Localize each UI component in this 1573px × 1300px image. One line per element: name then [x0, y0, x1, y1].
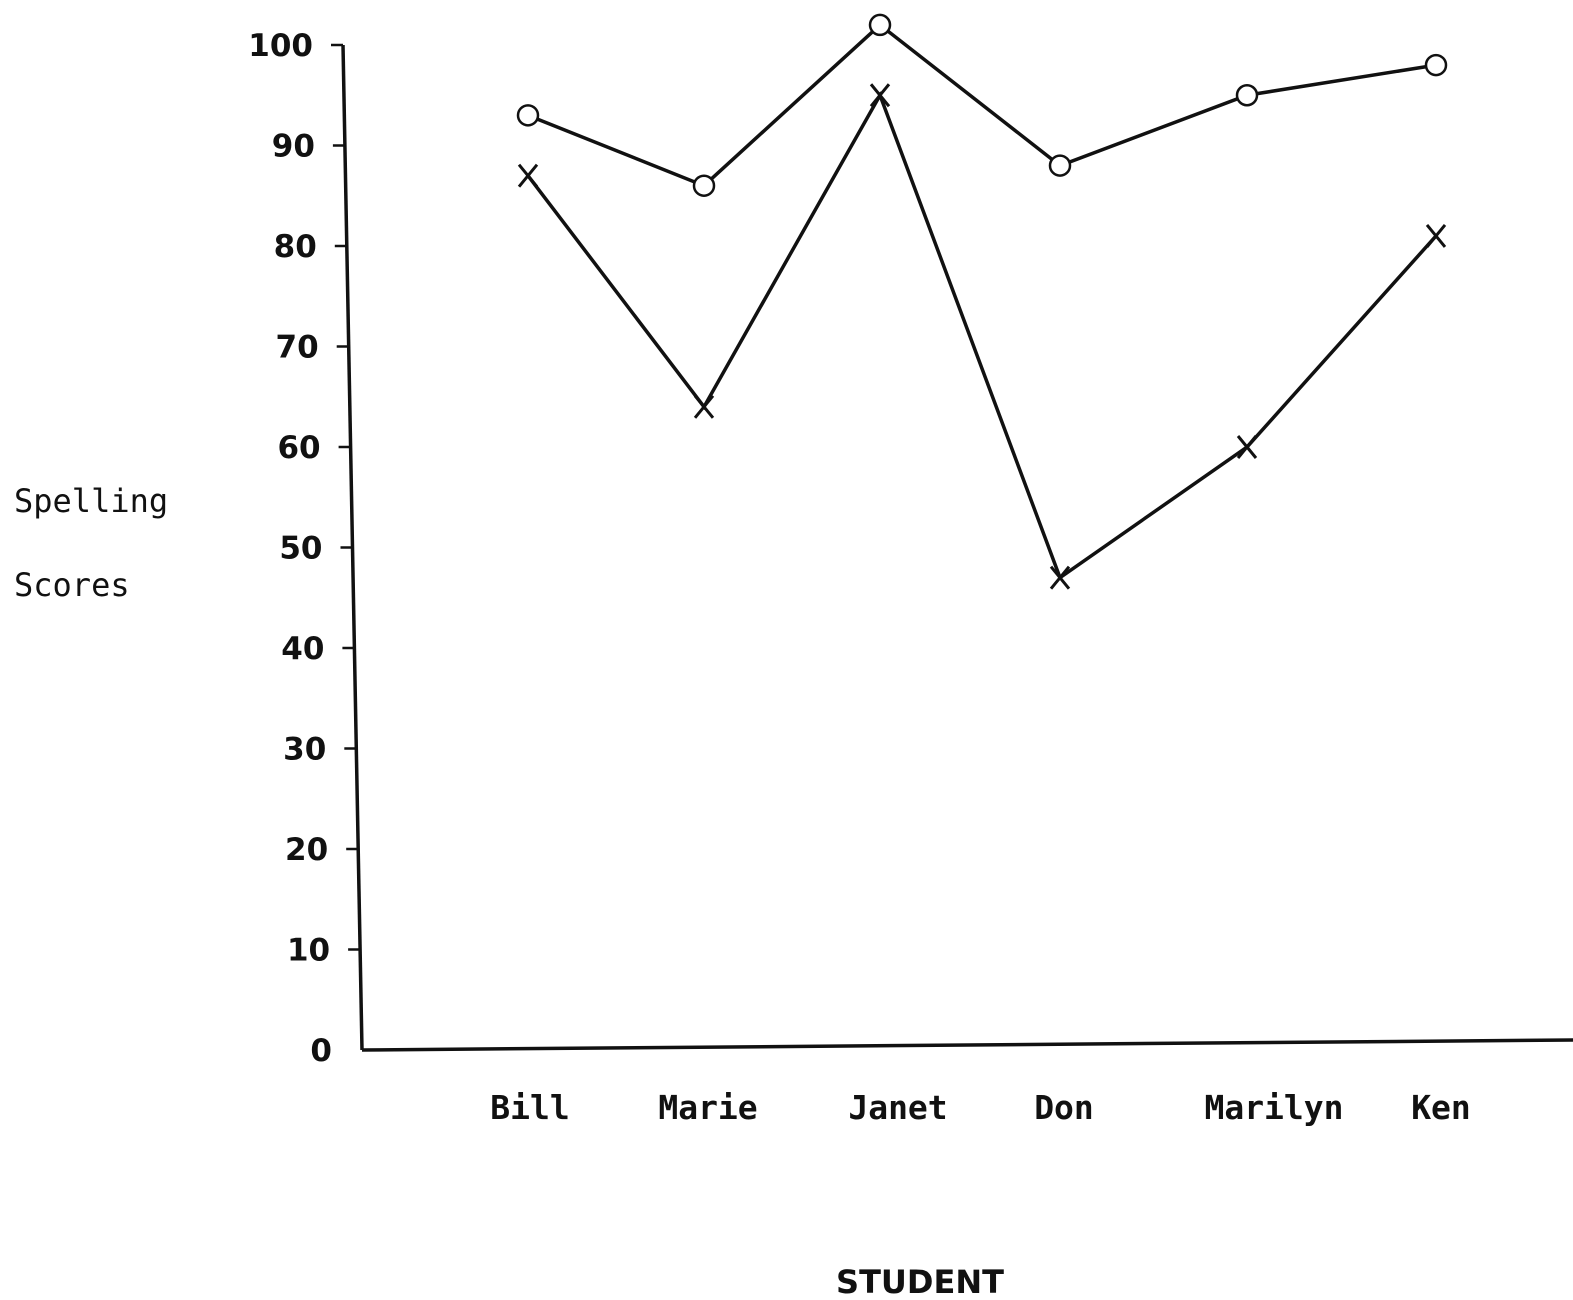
data-point-o [1235, 84, 1259, 107]
data-point-x [869, 83, 891, 108]
series-group [516, 13, 1448, 590]
x-axis-line [361, 1038, 1573, 1052]
data-point-x [693, 394, 715, 419]
data-point-o [692, 174, 716, 197]
data-point-o [1048, 154, 1072, 177]
y-tick-label: 0 [310, 1033, 332, 1069]
x-marker-stroke [517, 163, 539, 188]
x-tick-label: Marilyn [1204, 1088, 1343, 1127]
y-tick-label: 90 [272, 129, 315, 165]
y-tick-label: 50 [279, 531, 322, 567]
axes [341, 44, 1573, 1052]
y-tick-label: 30 [283, 732, 326, 768]
x-marker-stroke [1049, 565, 1071, 590]
y-tick-label: 10 [287, 933, 330, 969]
data-point-x [1425, 224, 1447, 248]
x-marker-stroke [869, 83, 891, 108]
y-ticks: 0 10 20 30 40 50 60 70 80 90 100 [248, 28, 361, 1069]
x-tick-label: Bill [490, 1088, 569, 1127]
x-marker-stroke [1236, 435, 1258, 459]
y-tick-label: 40 [281, 631, 324, 667]
y-tick-label: 80 [274, 229, 317, 265]
y-tick-label: 70 [276, 330, 319, 366]
x-tick-label: Janet [848, 1088, 947, 1127]
y-tick-label: 60 [277, 430, 320, 466]
data-point-o [1424, 53, 1448, 77]
x-axis-title: STUDENT [836, 1263, 1004, 1300]
data-point-o [868, 13, 892, 37]
data-point-x [1049, 565, 1071, 590]
x-tick-labels: Bill Marie Janet Don Marilyn Ken [490, 1088, 1471, 1127]
x-marker-stroke [693, 394, 715, 419]
x-tick-label: Marie [658, 1088, 757, 1127]
data-point-x [517, 163, 539, 188]
y-tick-label: 20 [285, 832, 328, 868]
series-line-o [527, 22, 1437, 188]
data-point-x [1236, 435, 1258, 459]
data-point-o [516, 104, 540, 127]
x-tick-label: Ken [1411, 1088, 1471, 1127]
y-tick-label: 100 [248, 28, 313, 64]
series-line-x [526, 91, 1438, 581]
x-marker-stroke [1425, 224, 1447, 248]
y-axis-title-line-2: Scores [14, 566, 130, 604]
x-tick-label: Don [1034, 1088, 1094, 1127]
y-axis-title-line-1: Spelling [14, 482, 168, 520]
